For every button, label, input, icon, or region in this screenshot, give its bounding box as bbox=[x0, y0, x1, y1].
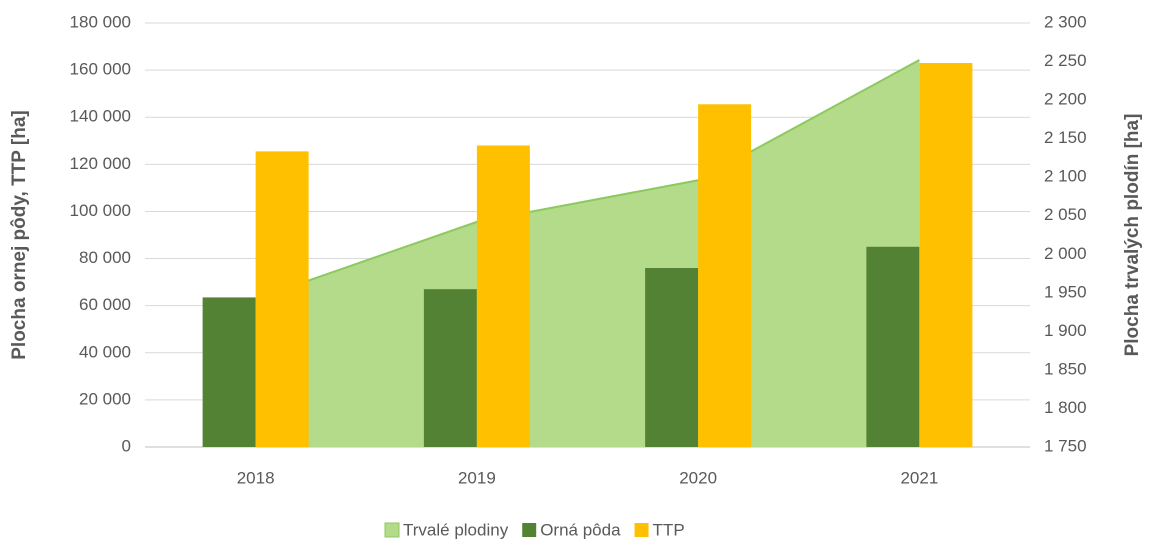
y2-tick-label: 2 100 bbox=[1044, 167, 1087, 186]
bar bbox=[255, 151, 309, 447]
legend-swatch bbox=[384, 522, 400, 538]
bar bbox=[919, 63, 973, 448]
y-tick-label: 20 000 bbox=[79, 389, 131, 408]
area-line bbox=[255, 59, 920, 300]
y2-tick-label: 1 800 bbox=[1044, 398, 1087, 417]
y2-tick-label: 1 900 bbox=[1044, 321, 1087, 340]
y-tick-label: 40 000 bbox=[79, 342, 131, 361]
x-tick-label: 2018 bbox=[237, 468, 275, 487]
y2-axis-title: Plocha trvalých plodín [ha] bbox=[1122, 114, 1143, 357]
y-tick-label: 160 000 bbox=[70, 60, 131, 79]
bar bbox=[698, 104, 752, 448]
area bbox=[255, 60, 920, 448]
y2-tick-label: 1 750 bbox=[1044, 436, 1087, 455]
y-tick-label: 120 000 bbox=[70, 154, 131, 173]
legend-label: Orná pôda bbox=[540, 520, 621, 539]
y2-tick-label: 1 950 bbox=[1044, 282, 1087, 301]
y-tick-label: 140 000 bbox=[70, 107, 131, 126]
legend-swatch bbox=[634, 523, 649, 537]
y2-tick-label: 2 050 bbox=[1044, 205, 1087, 224]
y-axis-title: Plocha ornej pôdy, TTP [ha] bbox=[9, 110, 30, 360]
y-tick-label: 80 000 bbox=[79, 248, 131, 267]
bar bbox=[645, 267, 699, 447]
y2-tick-label: 2 000 bbox=[1044, 244, 1087, 263]
y-tick-label: 60 000 bbox=[79, 295, 131, 314]
y2-tick-label: 1 850 bbox=[1044, 359, 1087, 378]
bar bbox=[202, 297, 256, 447]
y-tick-label: 100 000 bbox=[70, 201, 131, 220]
bar bbox=[423, 289, 477, 447]
bar bbox=[476, 145, 530, 447]
y2-tick-label: 2 200 bbox=[1044, 90, 1087, 109]
legend-label: Trvalé plodiny bbox=[403, 520, 509, 539]
y-tick-label: 180 000 bbox=[70, 12, 131, 31]
legend-label: TTP bbox=[653, 520, 685, 539]
bar bbox=[866, 246, 920, 447]
x-tick-label: 2020 bbox=[679, 468, 717, 487]
y2-tick-label: 2 300 bbox=[1044, 12, 1087, 31]
y2-tick-label: 2 250 bbox=[1044, 51, 1087, 70]
y2-tick-label: 2 150 bbox=[1044, 128, 1087, 147]
y-tick-label: 0 bbox=[122, 436, 131, 455]
legend-swatch bbox=[522, 523, 537, 537]
x-tick-label: 2021 bbox=[900, 468, 938, 487]
x-tick-label: 2019 bbox=[458, 468, 496, 487]
